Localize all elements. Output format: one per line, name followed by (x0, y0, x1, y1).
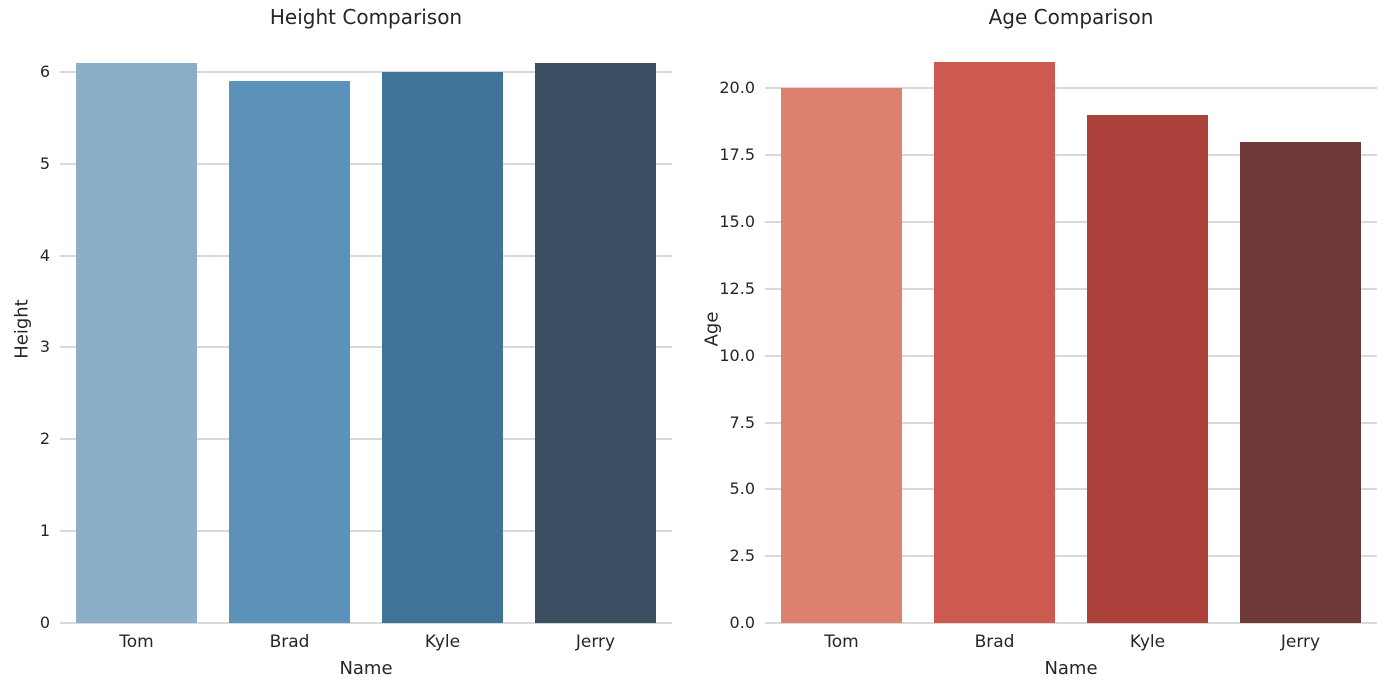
gridline (765, 421, 1377, 424)
gridline (60, 622, 672, 624)
x-tick-label: Kyle (1129, 632, 1166, 652)
plot-area: 0 1 2 3 4 5 6 Tom Brad Kyle Jerry (40, 35, 672, 652)
y-tick-label: 20.0 (719, 78, 755, 98)
bar-kyle (382, 71, 503, 623)
x-tick-label: Jerry (575, 632, 616, 652)
y-tick-label: 2 (39, 429, 50, 449)
gridline (765, 154, 1377, 157)
bar-brad (229, 80, 350, 623)
chart-title: Age Comparison (988, 5, 1154, 29)
y-tick-label: 0 (39, 613, 50, 632)
x-tick-label: Tom (119, 632, 154, 652)
gridline (765, 354, 1377, 357)
bar-tom (76, 62, 197, 623)
x-tick-label: Kyle (424, 632, 461, 652)
plot-area: 0.0 2.5 5.0 7.5 10.0 12.5 15.0 17.5 20.0 Tom Brad K… (719, 35, 1377, 652)
bar-brad (934, 61, 1055, 623)
y-axis-label: Height (11, 299, 33, 359)
gridline (765, 87, 1377, 90)
chart-title: Height Comparison (269, 5, 463, 29)
gridline (60, 162, 672, 165)
gridline (765, 488, 1377, 491)
gridline (60, 530, 672, 533)
gridline (765, 221, 1377, 224)
y-tick-label: 3 (39, 337, 50, 357)
gridline (765, 622, 1377, 624)
y-axis-label: Age (701, 311, 723, 347)
x-tick-label: Brad (974, 632, 1015, 652)
y-tick-label: 1 (39, 521, 50, 541)
y-tick-label: 5.0 (729, 479, 755, 499)
x-axis-label: Name (1044, 658, 1098, 679)
y-tick-label: 2.5 (729, 546, 755, 566)
bar-jerry (1240, 141, 1361, 623)
gridline (60, 254, 672, 257)
bar-kyle (1087, 115, 1208, 623)
bar-jerry (535, 62, 656, 623)
y-tick-label: 15.0 (719, 212, 755, 232)
gridline (765, 555, 1377, 558)
y-tick-label: 0.0 (729, 613, 755, 632)
gridline (765, 287, 1377, 290)
y-tick-label: 5 (39, 153, 50, 173)
gridline (60, 70, 672, 73)
gridline (60, 438, 672, 441)
y-tick-label: 12.5 (719, 278, 755, 298)
y-tick-label: 4 (39, 245, 50, 265)
bar-tom (781, 88, 902, 623)
x-tick-label: Jerry (1280, 632, 1321, 652)
y-tick-label: 7.5 (729, 412, 755, 432)
x-tick-label: Brad (269, 632, 310, 652)
x-axis-label: Name (339, 658, 393, 679)
x-tick-label: Tom (824, 632, 859, 652)
gridline (60, 346, 672, 349)
y-tick-label: 6 (39, 61, 50, 81)
y-tick-label: 10.0 (719, 345, 755, 365)
y-tick-label: 17.5 (719, 145, 755, 165)
